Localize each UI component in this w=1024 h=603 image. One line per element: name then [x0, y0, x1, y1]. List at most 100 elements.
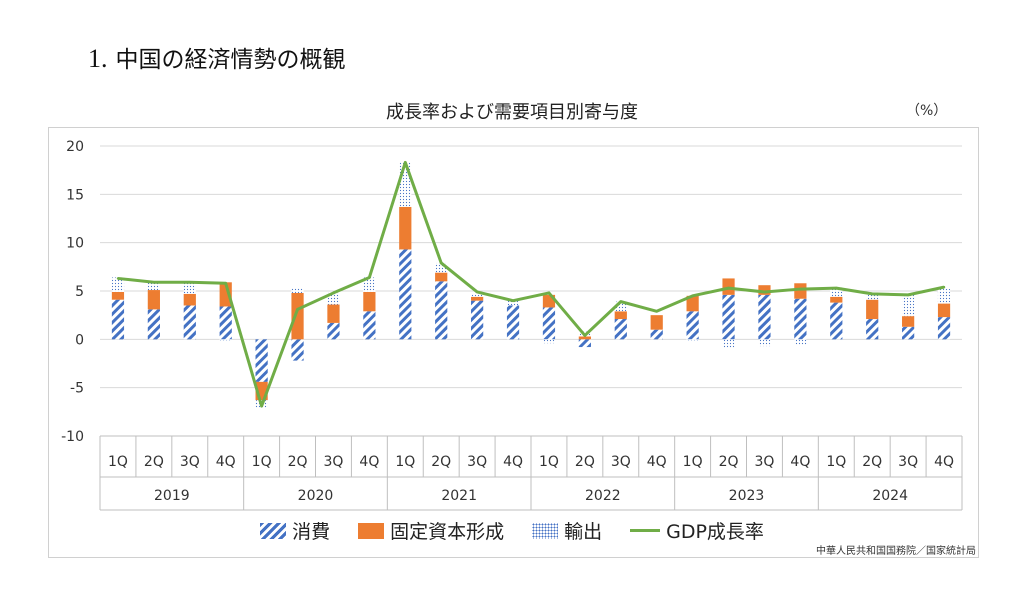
quarter-label: 4Q — [934, 454, 954, 470]
bar-consumption — [542, 307, 556, 340]
bar-exports — [902, 294, 915, 317]
consumption-swatch-icon — [260, 522, 287, 539]
bar-investment — [435, 272, 448, 282]
quarter-label: 3Q — [754, 454, 774, 470]
quarter-label: 2Q — [862, 454, 882, 470]
bar-consumption — [506, 305, 520, 340]
chart-title: 成長率および需要項目別寄与度 — [386, 102, 638, 123]
bar-consumption — [183, 305, 196, 340]
bar-exports — [794, 339, 807, 346]
quarter-label: 1Q — [395, 454, 415, 470]
exports-swatch-icon — [532, 522, 559, 539]
quarter-label: 2Q — [575, 454, 595, 470]
bar-investment — [399, 206, 412, 250]
bar-investment — [219, 282, 232, 307]
bar-exports — [506, 299, 520, 306]
y-tick-label: 5 — [75, 284, 84, 300]
bar-investment — [686, 295, 699, 312]
bar-investment — [183, 293, 196, 306]
bar-exports — [686, 339, 699, 341]
legend-consumption-label: 消費 — [292, 521, 331, 543]
quarter-label: 1Q — [826, 454, 846, 470]
bar-investment — [866, 299, 879, 320]
bar-consumption — [650, 329, 663, 340]
bar-investment — [794, 283, 807, 299]
quarter-label: 4Q — [359, 454, 379, 470]
bar-consumption — [578, 339, 591, 348]
bar-exports — [111, 277, 125, 292]
bar-exports — [722, 339, 735, 349]
bar-exports — [471, 293, 484, 297]
y-tick-label: 0 — [75, 332, 84, 348]
gdp-point — [655, 310, 658, 313]
bar-consumption — [471, 300, 484, 340]
bar-exports — [830, 287, 843, 297]
gdp-point — [547, 291, 551, 295]
gdp-point — [188, 281, 191, 284]
bar-exports — [937, 289, 951, 304]
quarter-label: 4Q — [647, 454, 667, 470]
gdp-point — [511, 299, 515, 302]
gdp-point — [942, 285, 946, 289]
unit-label: （%） — [906, 103, 948, 119]
bar-consumption — [111, 299, 125, 340]
legend-investment-label: 固定資本形成 — [390, 521, 505, 543]
bar-investment — [471, 296, 484, 301]
gdp-line — [117, 160, 945, 408]
gdp-point — [763, 290, 766, 294]
quarter-label: 1Q — [683, 454, 703, 470]
section-title: 中国の経済情勢の概観 — [115, 47, 346, 73]
bar-investment — [291, 292, 304, 340]
quarter-label: 4Q — [790, 454, 810, 470]
gdp-point — [440, 261, 443, 265]
bar-consumption — [435, 281, 448, 340]
bar-investment — [902, 316, 915, 327]
bar-consumption — [937, 317, 951, 340]
bar-investment — [758, 285, 771, 295]
quarter-label: 3Q — [180, 454, 200, 470]
bar-consumption — [830, 302, 843, 340]
bar-exports — [327, 292, 340, 305]
legend-gdp: GDP成長率 — [630, 517, 764, 544]
gdp-point — [152, 281, 156, 284]
gdp-line-icon — [630, 529, 661, 532]
bar-consumption — [147, 309, 160, 340]
gdp-point — [727, 286, 730, 290]
gdp-point — [296, 308, 299, 311]
legend-consumption: 消費 — [260, 517, 330, 544]
quarter-label: 3Q — [467, 454, 487, 470]
bar-consumption — [399, 249, 412, 340]
gdp-point — [260, 404, 263, 408]
bar-consumption — [219, 306, 232, 340]
bar-exports — [866, 293, 879, 300]
gdp-point — [906, 293, 910, 297]
legend: 消費 固定資本形成 輸出 GDP成長率 — [0, 517, 1024, 544]
gdp-point — [224, 282, 227, 285]
bar-investment — [111, 291, 125, 300]
section-number: 1. — [88, 44, 108, 73]
bar-consumption — [327, 322, 340, 340]
bar-exports — [219, 339, 232, 341]
gdp-point — [332, 291, 335, 295]
gdp-point — [799, 287, 802, 291]
y-tick-label: -5 — [70, 381, 84, 397]
year-label: 2022 — [585, 488, 621, 504]
gdp-point — [475, 290, 479, 294]
bar-exports — [614, 301, 627, 312]
quarter-label: 3Q — [611, 454, 631, 470]
y-tick-label: -10 — [61, 429, 84, 445]
legend-exports: 輸出 — [532, 517, 602, 544]
gdp-point — [583, 334, 587, 337]
bar-exports — [542, 339, 556, 344]
bar-exports — [183, 283, 196, 294]
legend-gdp-label: GDP成長率 — [666, 521, 764, 543]
gdp-point — [619, 300, 622, 303]
bar-consumption — [291, 339, 304, 361]
year-label: 2023 — [729, 488, 765, 504]
bar-consumption — [255, 339, 268, 382]
source-note: 中華人民共和国国務院／国家統計局 — [816, 546, 976, 557]
year-label: 2024 — [872, 488, 908, 504]
bar-consumption — [363, 311, 376, 340]
quarter-label: 2Q — [719, 454, 739, 470]
